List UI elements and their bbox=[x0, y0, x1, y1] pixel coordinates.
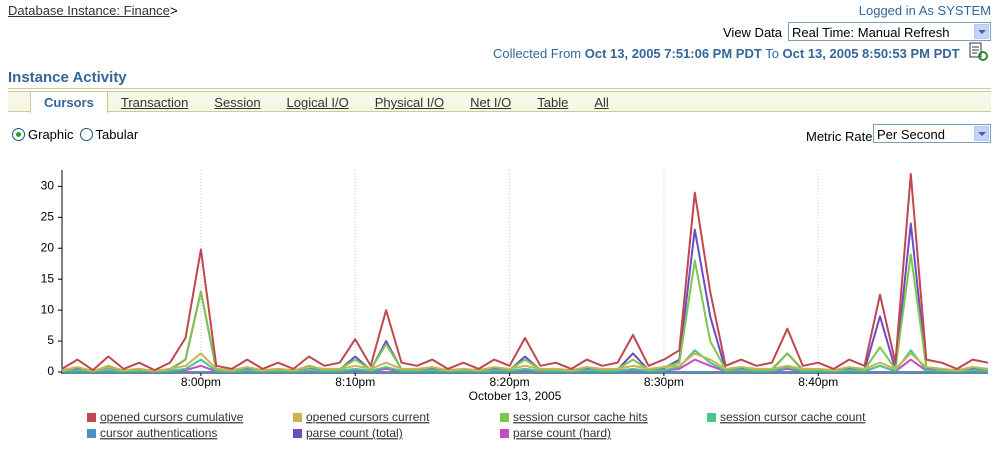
x-tick-label: 8:20pm bbox=[490, 375, 530, 389]
legend-label: cursor authentications bbox=[100, 426, 217, 440]
x-tick-label: 8:30pm bbox=[644, 375, 684, 389]
legend-swatch bbox=[293, 413, 302, 422]
legend-label: opened cursors current bbox=[306, 410, 430, 424]
y-tick-label: 10 bbox=[41, 302, 55, 316]
tab[interactable]: Session bbox=[214, 95, 261, 110]
tab[interactable]: Logical I/O bbox=[286, 95, 349, 110]
y-tick-label: 30 bbox=[41, 179, 55, 193]
series-line bbox=[61, 352, 989, 372]
radio-label: Graphic bbox=[28, 127, 74, 142]
login-status: Logged in As SYSTEM bbox=[858, 3, 991, 18]
x-tick-label: 8:00pm bbox=[181, 375, 221, 389]
view-data-select[interactable]: Real Time: Manual Refresh bbox=[788, 22, 991, 41]
legend-swatch bbox=[87, 413, 96, 422]
breadcrumb[interactable]: Database Instance: Finance bbox=[8, 3, 170, 18]
radio-label: Tabular bbox=[95, 127, 139, 142]
legend-label: parse count (total) bbox=[306, 426, 403, 440]
y-tick-label: 0 bbox=[47, 364, 54, 378]
tab-bar: Cursors Transaction Session Logical I/O Phys… bbox=[8, 91, 991, 113]
tab[interactable]: Cursors bbox=[30, 92, 108, 113]
legend-label: opened cursors cumulative bbox=[100, 410, 244, 424]
collected-from: Oct 13, 2005 7:51:06 PM PDT bbox=[584, 46, 762, 61]
tab[interactable]: Net I/O bbox=[470, 95, 512, 110]
y-tick-label: 25 bbox=[41, 209, 55, 223]
metric-rate-select[interactable]: Per Second bbox=[873, 124, 991, 143]
tab[interactable]: Physical I/O bbox=[374, 95, 445, 110]
x-axis-label: October 13, 2005 bbox=[469, 389, 562, 403]
legend-swatch bbox=[87, 429, 96, 438]
refresh-icon[interactable] bbox=[968, 42, 990, 62]
radio-option[interactable]: Graphic bbox=[12, 127, 74, 142]
radio-option[interactable]: Tabular bbox=[79, 127, 139, 142]
section-title: Instance Activity bbox=[8, 69, 991, 89]
tab[interactable]: Transaction bbox=[120, 95, 189, 110]
view-data-label: View Data bbox=[723, 25, 783, 40]
legend-swatch bbox=[500, 429, 509, 438]
view-data-value: Real Time: Manual Refresh bbox=[792, 25, 950, 40]
legend-swatch bbox=[293, 429, 302, 438]
legend-label: parse count (hard) bbox=[513, 426, 611, 440]
tab[interactable]: All bbox=[594, 95, 609, 110]
tab[interactable]: Table bbox=[537, 95, 569, 110]
series-line bbox=[61, 173, 989, 372]
breadcrumb-separator: > bbox=[170, 3, 178, 18]
x-tick-label: 8:10pm bbox=[335, 375, 375, 389]
legend-swatch bbox=[500, 413, 509, 422]
legend-swatch bbox=[707, 413, 716, 422]
radio-button[interactable] bbox=[79, 128, 93, 141]
view-options: Graphic Tabular bbox=[12, 127, 138, 142]
y-tick-label: 20 bbox=[41, 240, 55, 254]
radio-button[interactable] bbox=[12, 128, 25, 141]
legend-label: session cursor cache count bbox=[720, 410, 866, 424]
legend-label: session cursor cache hits bbox=[513, 410, 648, 424]
y-tick-label: 5 bbox=[47, 333, 54, 347]
metric-rate-value: Per Second bbox=[877, 127, 945, 142]
metric-rate-label: Metric Rate bbox=[806, 129, 873, 144]
collected-to: Oct 13, 2005 8:50:53 PM PDT bbox=[782, 46, 960, 61]
collected-from-label: Collected From bbox=[493, 46, 582, 61]
to-label: To bbox=[765, 46, 779, 61]
collected-range: Collected From Oct 13, 2005 7:51:06 PM P… bbox=[493, 46, 960, 61]
x-tick-label: 8:40pm bbox=[798, 375, 838, 389]
y-tick-label: 15 bbox=[41, 271, 55, 285]
